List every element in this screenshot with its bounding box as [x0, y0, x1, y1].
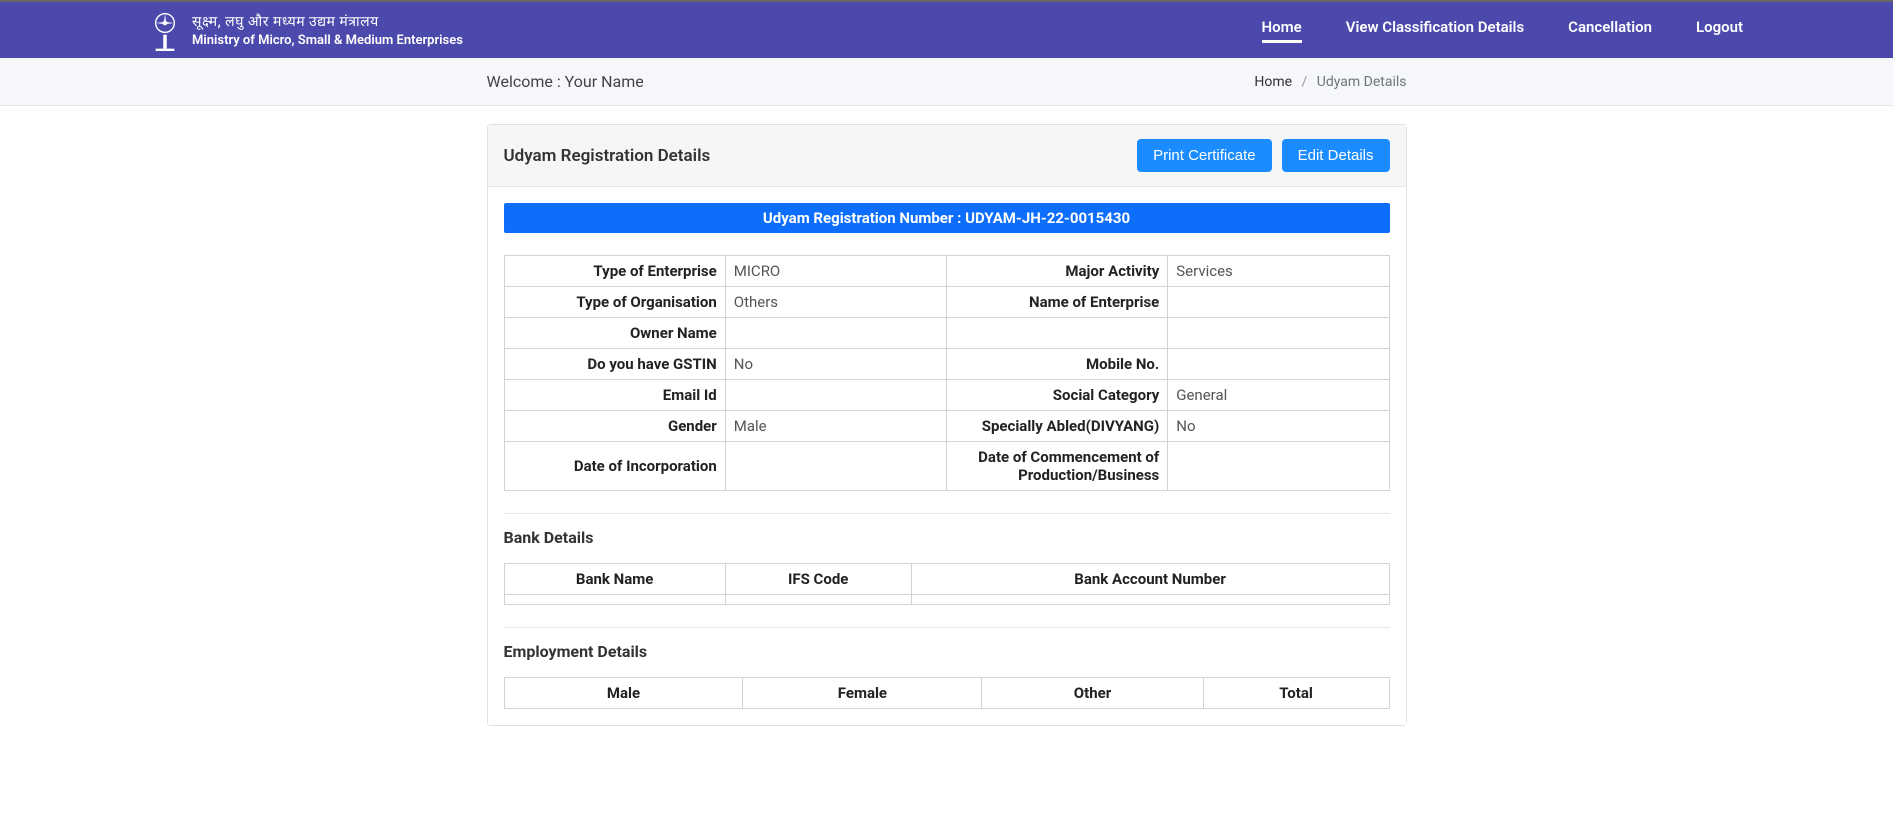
- detail-value: Male: [725, 411, 946, 442]
- detail-value: Services: [1168, 256, 1389, 287]
- print-certificate-button[interactable]: Print Certificate: [1137, 139, 1272, 172]
- detail-value: [725, 442, 946, 491]
- employment-table: MaleFemaleOtherTotal: [504, 677, 1390, 709]
- detail-value: [1168, 287, 1389, 318]
- welcome-prefix: Welcome :: [487, 72, 565, 91]
- detail-label: Social Category: [947, 380, 1168, 411]
- brand: सूक्ष्म, लघु और मध्यम उद्यम मंत्रालय Min…: [150, 8, 463, 52]
- detail-label: Date of Incorporation: [504, 442, 725, 491]
- detail-label: Email Id: [504, 380, 725, 411]
- table-row: Date of Incorporation Date of Commencemen…: [504, 442, 1389, 491]
- detail-value: General: [1168, 380, 1389, 411]
- detail-value: No: [1168, 411, 1389, 442]
- welcome-text: Welcome : Your Name: [487, 72, 644, 91]
- nav-home[interactable]: Home: [1262, 18, 1302, 43]
- detail-label: Name of Enterprise: [947, 287, 1168, 318]
- nav-links: Home View Classification Details Cancell…: [1262, 18, 1743, 43]
- table-row: Owner Name: [504, 318, 1389, 349]
- table-row: GenderMaleSpecially Abled(DIVYANG)No: [504, 411, 1389, 442]
- edit-details-button[interactable]: Edit Details: [1282, 139, 1390, 172]
- column-header: IFS Code: [725, 564, 911, 595]
- card-body: Udyam Registration Number : UDYAM-JH-22-…: [488, 187, 1406, 725]
- detail-value: [1168, 349, 1389, 380]
- detail-value: [725, 318, 946, 349]
- detail-label: Specially Abled(DIVYANG): [947, 411, 1168, 442]
- detail-value: Others: [725, 287, 946, 318]
- detail-label: Major Activity: [947, 256, 1168, 287]
- detail-label: Type of Organisation: [504, 287, 725, 318]
- detail-label: Mobile No.: [947, 349, 1168, 380]
- top-navbar: सूक्ष्म, लघु और मध्यम उद्यम मंत्रालय Min…: [0, 0, 1893, 58]
- table-row: Type of OrganisationOthersName of Enterp…: [504, 287, 1389, 318]
- registration-card: Udyam Registration Details Print Certifi…: [487, 124, 1407, 726]
- breadcrumb: Home / Udyam Details: [1254, 74, 1406, 90]
- detail-label: Do you have GSTIN: [504, 349, 725, 380]
- registration-number-label: Udyam Registration Number :: [763, 209, 965, 227]
- detail-label: [947, 318, 1168, 349]
- card-title: Udyam Registration Details: [504, 146, 711, 166]
- detail-label: Gender: [504, 411, 725, 442]
- welcome-bar: Welcome : Your Name Home / Udyam Details: [0, 58, 1893, 106]
- column-header: Total: [1203, 678, 1389, 709]
- column-header: Bank Account Number: [911, 564, 1389, 595]
- bank-table: Bank NameIFS CodeBank Account Number: [504, 563, 1390, 605]
- detail-value: [725, 380, 946, 411]
- column-header: Male: [504, 678, 743, 709]
- column-header: Bank Name: [504, 564, 725, 595]
- welcome-name: Your Name: [565, 72, 644, 91]
- brand-text: सूक्ष्म, लघु और मध्यम उद्यम मंत्रालय Min…: [192, 12, 463, 48]
- breadcrumb-home[interactable]: Home: [1254, 74, 1292, 90]
- india-emblem-icon: [150, 8, 180, 52]
- nav-cancellation[interactable]: Cancellation: [1568, 18, 1652, 43]
- page-content: Udyam Registration Details Print Certifi…: [487, 124, 1407, 726]
- detail-label: Owner Name: [504, 318, 725, 349]
- detail-label: Type of Enterprise: [504, 256, 725, 287]
- card-header: Udyam Registration Details Print Certifi…: [488, 125, 1406, 187]
- breadcrumb-current: Udyam Details: [1317, 74, 1407, 90]
- breadcrumb-separator: /: [1296, 74, 1314, 90]
- employment-section-title: Employment Details: [504, 627, 1390, 661]
- registration-number-bar: Udyam Registration Number : UDYAM-JH-22-…: [504, 203, 1390, 233]
- table-row: Email Id Social CategoryGeneral: [504, 380, 1389, 411]
- detail-value: [1168, 442, 1389, 491]
- detail-value: [1168, 318, 1389, 349]
- details-table: Type of EnterpriseMICROMajor ActivitySer…: [504, 255, 1390, 491]
- table-row: Type of EnterpriseMICROMajor ActivitySer…: [504, 256, 1389, 287]
- column-header: Other: [982, 678, 1203, 709]
- column-header: Female: [743, 678, 982, 709]
- nav-classification[interactable]: View Classification Details: [1346, 18, 1524, 43]
- ministry-english: Ministry of Micro, Small & Medium Enterp…: [192, 33, 463, 48]
- detail-value: No: [725, 349, 946, 380]
- nav-logout[interactable]: Logout: [1696, 18, 1743, 43]
- detail-label: Date of Commencement of Production/Busin…: [947, 442, 1168, 491]
- ministry-hindi: सूक्ष्म, लघु और मध्यम उद्यम मंत्रालय: [192, 12, 463, 31]
- detail-value: MICRO: [725, 256, 946, 287]
- registration-number-value: UDYAM-JH-22-0015430: [965, 209, 1130, 227]
- table-row: Do you have GSTINNoMobile No.: [504, 349, 1389, 380]
- bank-section-title: Bank Details: [504, 513, 1390, 547]
